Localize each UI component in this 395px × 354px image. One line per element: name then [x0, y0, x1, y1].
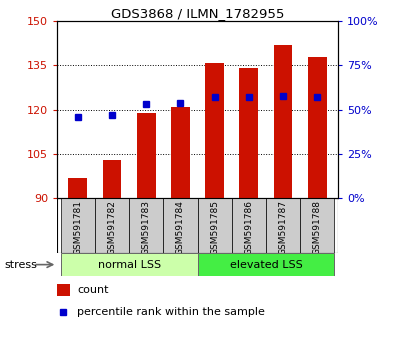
Bar [205, 63, 224, 198]
Text: GSM591782: GSM591782 [107, 200, 117, 255]
Bar [239, 68, 258, 198]
Bar [95, 198, 129, 253]
Text: GSM591788: GSM591788 [313, 200, 322, 255]
Text: GSM591783: GSM591783 [142, 200, 151, 255]
Bar [129, 198, 163, 253]
Bar [266, 198, 300, 253]
Bar [300, 198, 334, 253]
Text: percentile rank within the sample: percentile rank within the sample [77, 307, 265, 316]
Bar [137, 113, 156, 198]
Bar [198, 198, 232, 253]
Text: GSM591786: GSM591786 [244, 200, 253, 255]
Bar [103, 160, 121, 198]
Text: GSM591784: GSM591784 [176, 200, 185, 255]
Bar [61, 198, 95, 253]
Text: normal LSS: normal LSS [98, 259, 161, 270]
Text: GSM591787: GSM591787 [278, 200, 288, 255]
Title: GDS3868 / ILMN_1782955: GDS3868 / ILMN_1782955 [111, 7, 284, 20]
Bar [171, 107, 190, 198]
Bar [232, 198, 266, 253]
Bar [308, 57, 327, 198]
Text: count: count [77, 285, 108, 295]
Text: GSM591781: GSM591781 [73, 200, 82, 255]
Bar [198, 253, 334, 276]
Bar [68, 178, 87, 198]
Text: elevated LSS: elevated LSS [229, 259, 302, 270]
Bar [57, 284, 70, 296]
Text: stress: stress [4, 259, 37, 270]
Bar [61, 253, 198, 276]
Bar [163, 198, 198, 253]
Text: GSM591785: GSM591785 [210, 200, 219, 255]
Bar [274, 45, 292, 198]
